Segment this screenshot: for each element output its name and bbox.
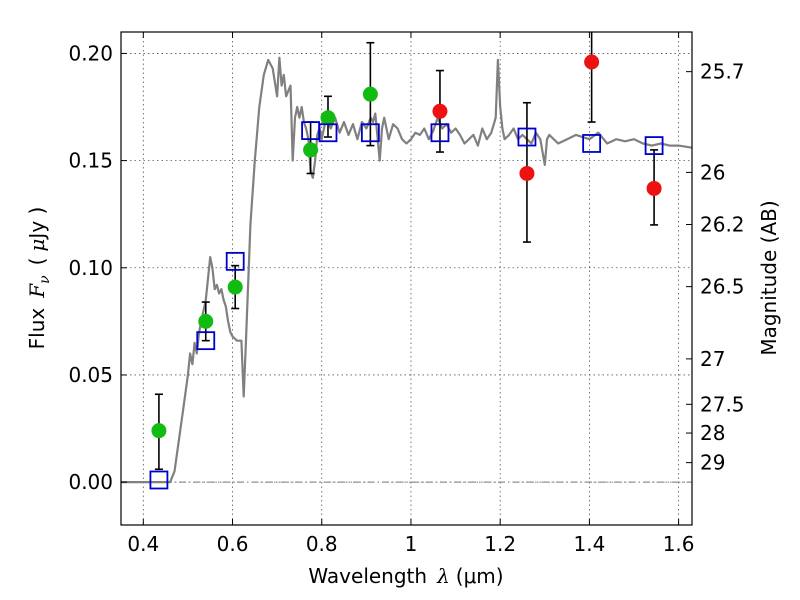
data-point: [646, 180, 662, 196]
x-tick-label: 1.2: [484, 532, 516, 556]
model-point: [149, 470, 169, 490]
model-point: [517, 127, 537, 147]
model-point: [430, 123, 450, 143]
x-tick-label: 1: [405, 532, 418, 556]
y-tick-label: 0.20: [68, 41, 113, 65]
x-tick-label: 0.8: [306, 532, 338, 556]
model-point: [360, 123, 380, 143]
model-point: [225, 251, 245, 271]
model-point: [318, 123, 338, 143]
data-point: [362, 86, 378, 102]
data-markers: [149, 54, 664, 490]
data-point: [584, 54, 600, 70]
x-tick-label: 1.6: [663, 532, 695, 556]
data-point: [303, 142, 319, 158]
mag-tick-label: 29: [700, 451, 725, 475]
mag-tick-label: 26.5: [700, 275, 745, 299]
mag-tick-label: 26.2: [700, 212, 745, 236]
data-point: [320, 110, 336, 126]
y-tick-label: 0.10: [68, 256, 113, 280]
plot-frame: [120, 31, 693, 526]
data-point: [519, 165, 535, 181]
x-tick-label: 0.4: [127, 532, 159, 556]
model-point: [582, 134, 602, 153]
mag-tick-label: 28: [700, 421, 725, 445]
y-ticks: 0.00 0.05 0.10 0.15 0.20: [68, 41, 127, 494]
mag-tick-label: 27: [700, 347, 725, 371]
grid-lines: [121, 32, 692, 525]
mag-tick-label: 26: [700, 160, 725, 184]
data-point: [227, 279, 243, 295]
mag-tick-label: 27.5: [700, 392, 745, 416]
x-tick-label: 0.6: [217, 532, 249, 556]
x-axis-title: Wavelength λ (μm): [308, 564, 503, 588]
error-bars: [154, 32, 659, 471]
mag-tick-label: 25.7: [700, 60, 745, 84]
data-point: [198, 313, 214, 329]
data-point: [151, 423, 167, 439]
magnitude-ticks: 25.7 26 26.2 26.5 27 27.5 28 29: [686, 60, 745, 475]
model-point: [644, 136, 664, 156]
y-axis-title: FluxFν(μJy ): [25, 207, 53, 350]
x-ticks: 0.4 0.6 0.8 1 1.2 1.4 1.6: [127, 32, 695, 556]
spectrum-line: [121, 56, 693, 484]
y-tick-label: 0.15: [68, 149, 113, 173]
data-point: [432, 103, 448, 119]
magnitude-axis-title: Magnitude (AB): [757, 200, 781, 355]
y-tick-label: 0.00: [68, 470, 113, 494]
model-point: [196, 331, 216, 351]
x-tick-label: 1.4: [573, 532, 605, 556]
model-spectrum: [121, 56, 693, 484]
y-tick-label: 0.05: [68, 363, 113, 387]
